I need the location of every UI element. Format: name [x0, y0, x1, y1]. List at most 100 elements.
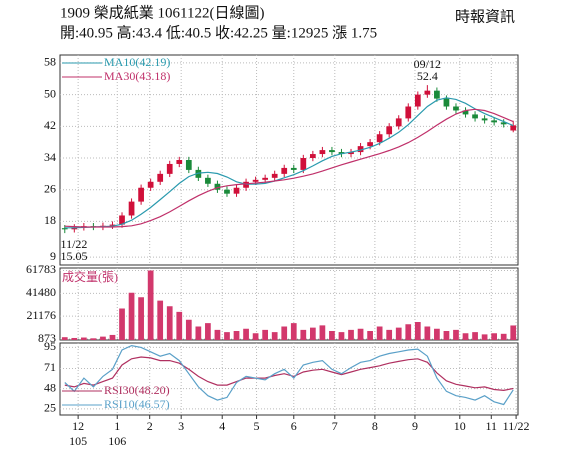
x-tick-label: 4 — [219, 419, 225, 433]
volume-bar — [271, 332, 278, 340]
volume-bar — [243, 328, 249, 340]
y-tick-label: 42 — [44, 118, 56, 132]
x-tick-label: 2 — [147, 419, 153, 433]
y-tick-label: 95 — [44, 339, 56, 353]
candle-body — [357, 146, 364, 153]
candle-body — [329, 150, 335, 153]
legend-label: RSI10(46.57) — [104, 397, 170, 411]
volume-bar — [224, 332, 230, 340]
volume-bar — [424, 326, 431, 340]
y-tick-label: 21176 — [26, 308, 56, 322]
volume-bar — [348, 329, 354, 340]
x-tick-label: 1 — [114, 419, 120, 433]
candle-body — [405, 106, 412, 119]
annotation-value: 15.05 — [61, 249, 88, 263]
volume-bar — [281, 326, 288, 340]
volume-bar — [80, 337, 87, 340]
y-tick-label: 34 — [44, 150, 56, 164]
annotation-date: 09/12 — [414, 57, 441, 71]
y-tick-label: 26 — [44, 181, 56, 195]
volume-bar — [195, 326, 202, 340]
volume-bar — [319, 325, 326, 340]
candle-body — [510, 125, 517, 131]
volume-bar — [357, 328, 364, 340]
candle-body — [233, 187, 240, 194]
y-tick-label: 71 — [44, 360, 56, 374]
x-tick-label: 7 — [332, 419, 338, 433]
candle-body — [109, 224, 116, 226]
candle-body — [491, 120, 498, 123]
quote-line: 開:40.95 高:43.4 低:40.5 收:42.25 量:12925 漲 … — [60, 24, 377, 41]
volume-bar — [329, 331, 335, 340]
candle-body — [472, 114, 478, 119]
y-tick-label: 48 — [44, 380, 56, 394]
year-label: 106 — [108, 434, 126, 448]
volume-bar — [309, 327, 316, 340]
volume-bar — [395, 327, 402, 340]
candle-body — [338, 152, 345, 155]
legend-label: MA10(42.19) — [104, 55, 170, 69]
volume-bar — [462, 333, 469, 340]
volume-bar — [61, 337, 68, 340]
volume-bar — [500, 333, 507, 340]
x-tick-label: 11 — [486, 419, 498, 433]
y-tick-label: 18 — [44, 213, 56, 227]
volume-bar — [338, 332, 345, 340]
x-tick-label: 9 — [412, 419, 418, 433]
volume-bar — [128, 292, 135, 340]
year-label: 105 — [69, 434, 87, 448]
candle-body — [271, 173, 278, 178]
legend-label: RSI30(48.20) — [104, 383, 170, 397]
volume-bar — [138, 297, 144, 340]
panel-title: 成交量(張) — [62, 269, 118, 284]
volume-bar — [119, 308, 125, 340]
volume-bar — [233, 331, 240, 340]
volume-bar — [109, 334, 116, 340]
x-tick-label: 10 — [454, 419, 466, 433]
volume-bar — [262, 329, 269, 340]
volume-bar — [300, 329, 307, 340]
candle-body — [205, 177, 211, 184]
x-tick-label: 6 — [291, 419, 297, 433]
candle-body — [290, 167, 297, 170]
line-series — [64, 356, 514, 392]
volume-bar — [405, 324, 412, 340]
y-tick-label: 873 — [38, 331, 56, 345]
panel-frame — [59, 54, 519, 266]
annotation-value: 52.4 — [417, 69, 438, 83]
volume-bar — [176, 311, 183, 340]
volume-bar — [147, 270, 154, 340]
line-series — [64, 344, 514, 406]
stock-title: 1909 榮成紙業 1061122(日線圖) — [60, 4, 264, 21]
candle-body — [195, 169, 202, 178]
volume-bar — [481, 334, 488, 340]
candle-body — [319, 150, 326, 155]
candle-body — [414, 94, 421, 107]
candle-body — [138, 187, 144, 202]
candle-body — [453, 106, 459, 111]
line-series — [64, 97, 514, 229]
volume-bar — [166, 306, 173, 340]
volume-bar — [472, 332, 478, 340]
candle-body — [300, 158, 307, 170]
y-tick-label: 58 — [44, 55, 56, 69]
annotation-date: 11/22 — [61, 237, 88, 251]
y-tick-label: 50 — [44, 86, 56, 100]
volume-bar — [71, 337, 78, 340]
candle-body — [386, 126, 393, 135]
volume-bar — [453, 329, 459, 340]
volume-bar — [414, 322, 421, 340]
candle-body — [166, 163, 173, 174]
candle-body — [128, 201, 135, 216]
candle-body — [185, 160, 192, 170]
candle-body — [281, 167, 288, 174]
panel-frame — [59, 267, 519, 341]
candle-body — [119, 215, 125, 225]
candle-body — [61, 228, 68, 230]
candle-body — [424, 90, 431, 95]
x-tick-label: 12 — [72, 419, 84, 433]
volume-bar — [214, 329, 221, 340]
candle-body — [443, 98, 450, 107]
